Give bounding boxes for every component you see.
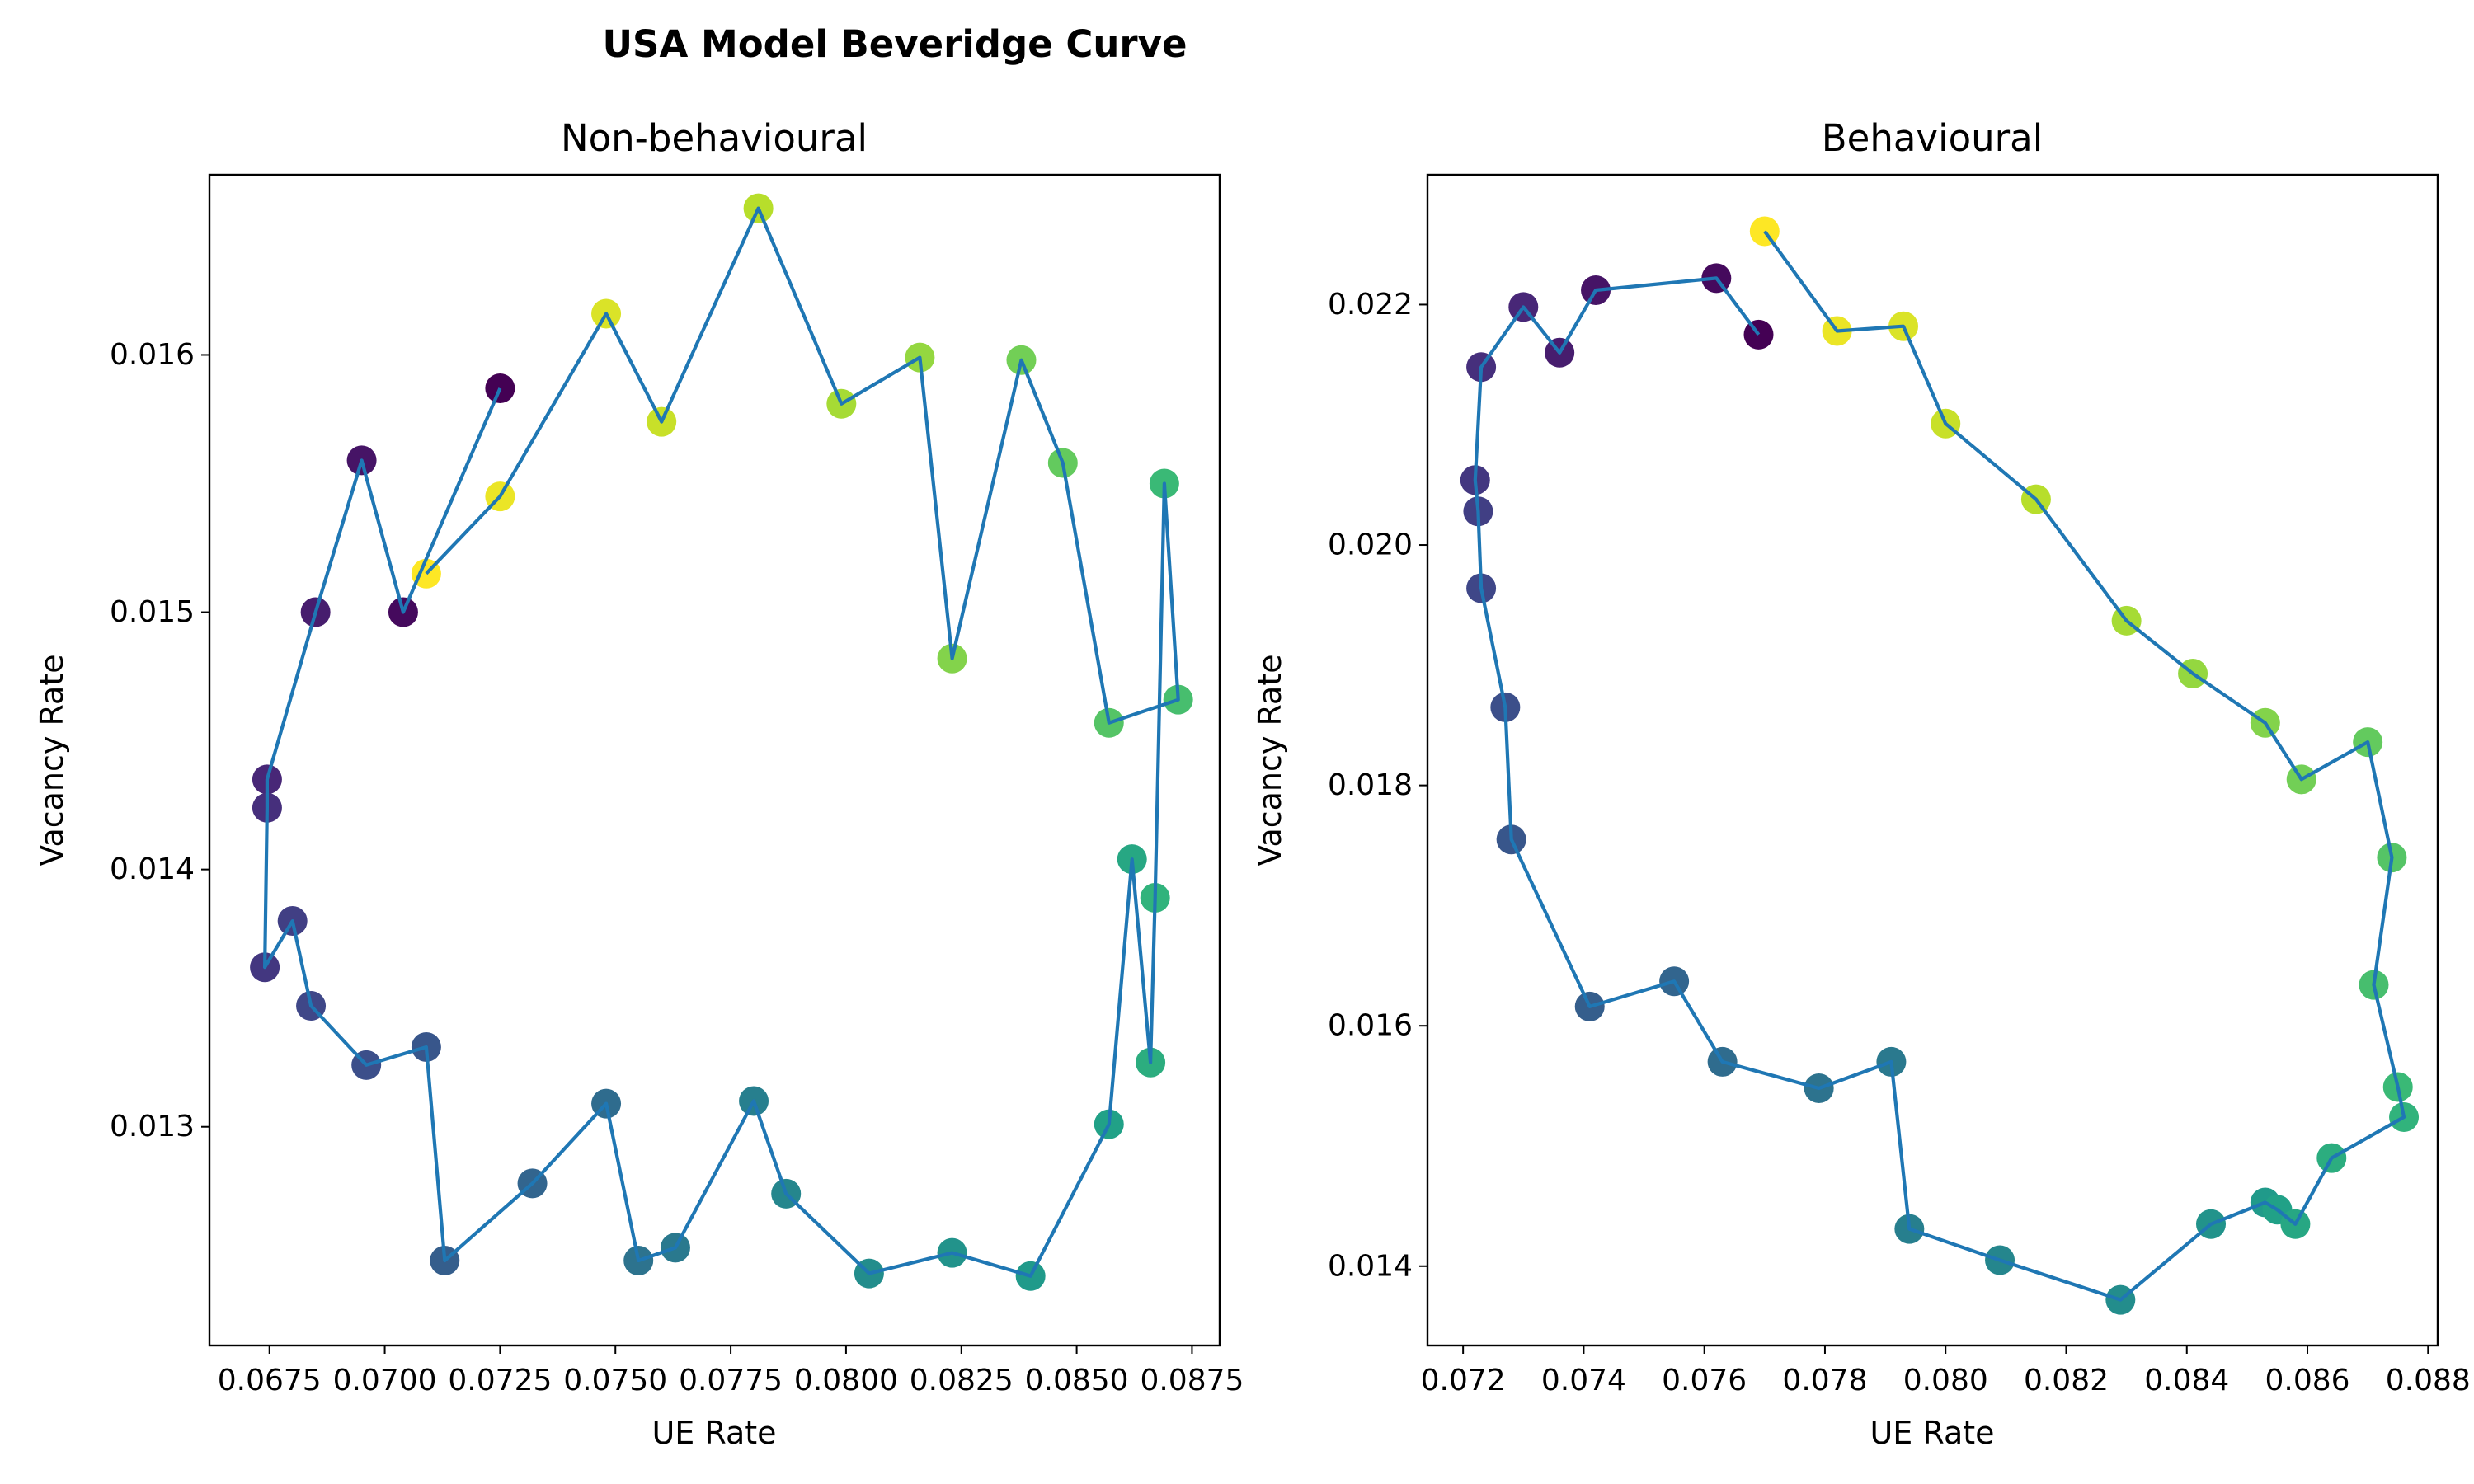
right-y-tick-label: 0.014 [1328, 1249, 1413, 1283]
right-x-tick-label: 0.088 [2386, 1364, 2471, 1397]
right-x-tick-label: 0.072 [1421, 1364, 1506, 1397]
right-y-tick-label: 0.018 [1328, 768, 1413, 802]
left-x-axis: 0.0675 0.0700 0.0725 0.0750 0.0775 0.0800 0.08… [218, 1345, 1244, 1397]
left-x-tick-label: 0.0675 [218, 1364, 322, 1397]
left-x-tick-label: 0.0775 [679, 1364, 783, 1397]
left-y-tick-label: 0.013 [110, 1110, 195, 1144]
left-x-axis-label: UE Rate [651, 1415, 776, 1451]
left-series-line [263, 206, 1180, 1278]
left-x-tick-label: 0.0875 [1140, 1364, 1244, 1397]
right-data-point [1743, 319, 1774, 350]
left-x-tick-label: 0.0725 [448, 1364, 552, 1397]
left-plot-frame [208, 173, 1221, 1347]
left-y-tick-label: 0.015 [110, 595, 195, 629]
right-panel: Behavioural 0.014 0.016 0.018 0.020 0.022 0.… [1252, 116, 2471, 1451]
left-y-axis: 0.013 0.014 0.015 0.016 [110, 338, 209, 1144]
right-x-axis-label: UE Rate [1870, 1415, 1994, 1451]
left-x-tick-label: 0.0800 [794, 1364, 898, 1397]
left-plot-area [250, 193, 1193, 1291]
right-y-axis-label: Vacancy Rate [1252, 654, 1288, 866]
left-x-tick-label: 0.0750 [563, 1364, 667, 1397]
right-y-axis: 0.014 0.016 0.018 0.020 0.022 [1328, 288, 1427, 1283]
right-x-tick-label: 0.086 [2265, 1364, 2349, 1397]
right-x-tick-label: 0.078 [1782, 1364, 1867, 1397]
right-y-tick-label: 0.022 [1328, 288, 1413, 322]
figure-title: USA Model Beveridge Curve [603, 22, 1188, 66]
right-panel-title: Behavioural [1822, 116, 2043, 160]
right-y-tick-label: 0.020 [1328, 528, 1413, 562]
left-panel: Non-behavioural 0.013 0.014 0.015 0.016 0.0… [34, 116, 1244, 1451]
left-x-tick-label: 0.0825 [910, 1364, 1014, 1397]
left-panel-title: Non-behavioural [561, 116, 868, 160]
left-x-tick-label: 0.0850 [1025, 1364, 1129, 1397]
right-plot-frame [1426, 173, 2439, 1347]
right-y-tick-label: 0.016 [1328, 1009, 1413, 1043]
right-x-tick-label: 0.080 [1903, 1364, 1988, 1397]
left-y-tick-label: 0.016 [110, 338, 195, 372]
right-x-tick-label: 0.076 [1662, 1364, 1747, 1397]
right-x-tick-label: 0.084 [2144, 1364, 2229, 1397]
right-x-tick-label: 0.074 [1541, 1364, 1626, 1397]
right-series-line [1473, 230, 2406, 1302]
left-y-tick-label: 0.014 [110, 852, 195, 886]
left-y-axis-label: Vacancy Rate [34, 654, 70, 866]
right-x-axis: 0.072 0.074 0.076 0.078 0.080 0.082 0.084 0.086… [1421, 1345, 2471, 1397]
right-x-tick-label: 0.082 [2024, 1364, 2109, 1397]
right-plot-area [1460, 216, 2420, 1315]
left-x-tick-label: 0.0700 [333, 1364, 437, 1397]
